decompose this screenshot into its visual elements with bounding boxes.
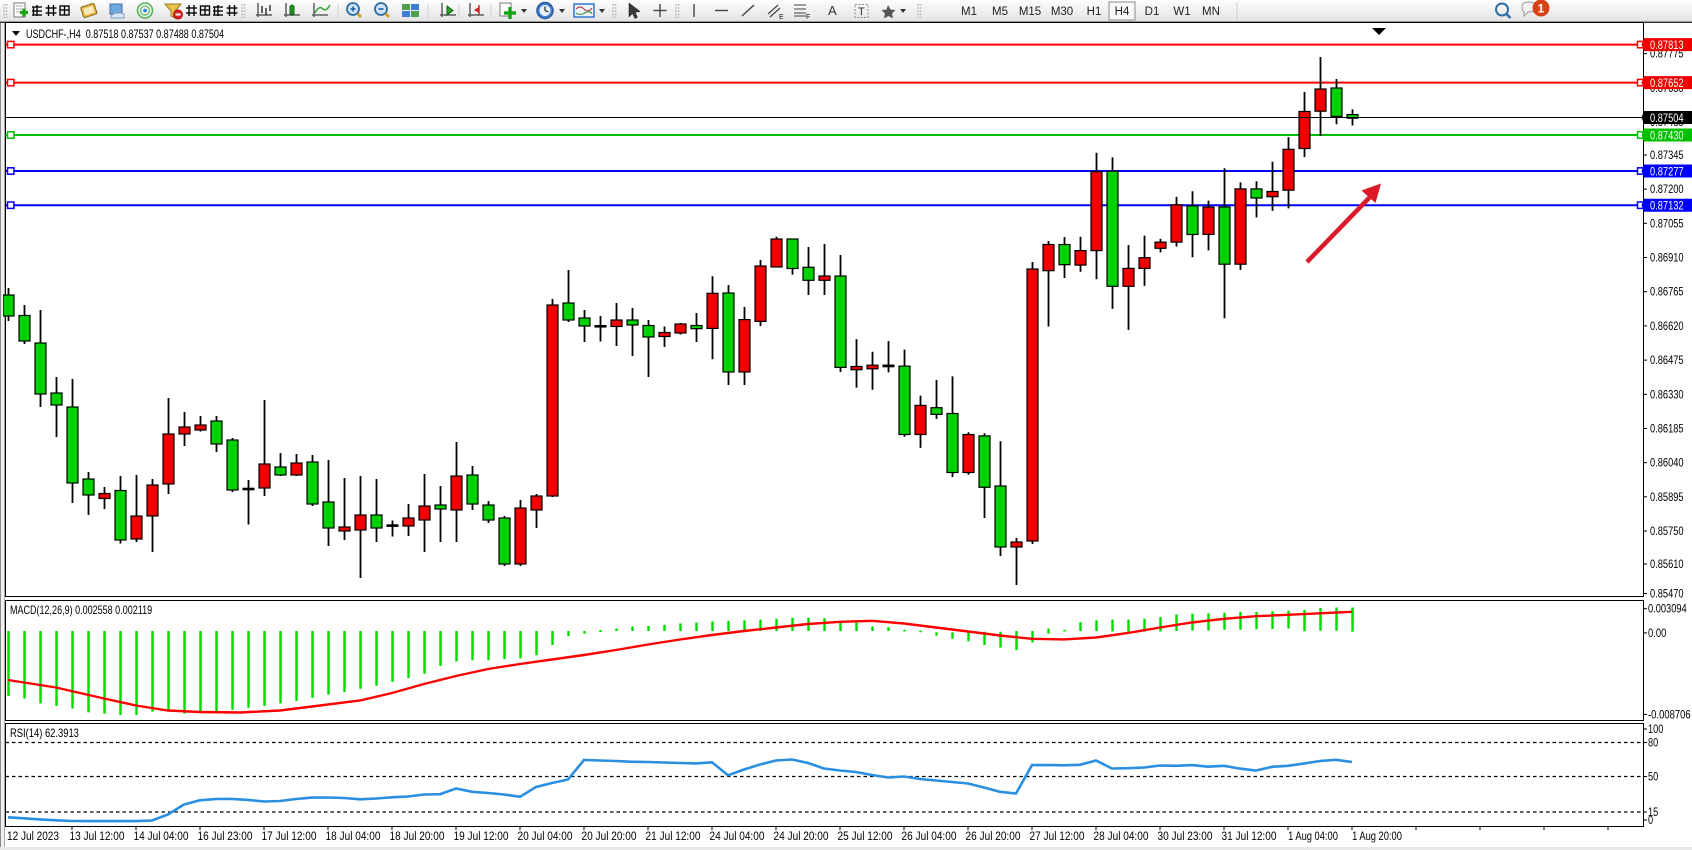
svg-text:1: 1 (1538, 2, 1545, 16)
svg-text:E: E (779, 14, 784, 21)
svg-text:W1: W1 (1173, 6, 1190, 18)
svg-text:-0.008706: -0.008706 (1648, 709, 1691, 721)
svg-text:21 Jul 12:00: 21 Jul 12:00 (646, 831, 701, 843)
svg-text:0.86040: 0.86040 (1650, 458, 1684, 470)
svg-text:0.85895: 0.85895 (1650, 492, 1684, 504)
svg-text:0.86910: 0.86910 (1650, 253, 1684, 265)
svg-text:MN: MN (1202, 6, 1220, 18)
svg-text:A: A (828, 3, 837, 18)
svg-text:D1: D1 (1145, 6, 1160, 18)
svg-text:0.87200: 0.87200 (1650, 184, 1684, 196)
svg-text:12 Jul 2023: 12 Jul 2023 (7, 831, 59, 843)
svg-text:14 Jul 04:00: 14 Jul 04:00 (134, 831, 189, 843)
svg-text:M5: M5 (992, 6, 1008, 18)
svg-text:17 Jul 12:00: 17 Jul 12:00 (262, 831, 317, 843)
svg-text:100: 100 (1648, 724, 1663, 736)
svg-text:0.86330: 0.86330 (1650, 389, 1684, 401)
svg-text:24 Jul 04:00: 24 Jul 04:00 (710, 831, 765, 843)
svg-text:25 Jul 12:00: 25 Jul 12:00 (838, 831, 893, 843)
svg-text:0.87132: 0.87132 (1650, 201, 1684, 213)
svg-text:50: 50 (1648, 772, 1658, 784)
svg-text:0.87652: 0.87652 (1650, 78, 1684, 90)
svg-text:RSI(14) 62.3913: RSI(14) 62.3913 (10, 726, 79, 740)
svg-text:0.87504: 0.87504 (1650, 113, 1684, 125)
svg-text:M30: M30 (1051, 6, 1073, 18)
svg-text:F: F (806, 14, 810, 21)
svg-text:19 Jul 12:00: 19 Jul 12:00 (454, 831, 509, 843)
svg-text:H1: H1 (1087, 6, 1102, 18)
svg-text:18 Jul 04:00: 18 Jul 04:00 (326, 831, 381, 843)
svg-text:0.87430: 0.87430 (1650, 131, 1684, 143)
svg-text:20 Jul 20:00: 20 Jul 20:00 (582, 831, 637, 843)
svg-text:80: 80 (1648, 738, 1658, 750)
svg-text:0.87055: 0.87055 (1650, 218, 1684, 230)
svg-text:0.86185: 0.86185 (1650, 424, 1684, 436)
svg-text:0: 0 (1648, 815, 1653, 827)
svg-text:0.87813: 0.87813 (1650, 40, 1684, 52)
svg-text:27 Jul 12:00: 27 Jul 12:00 (1030, 831, 1085, 843)
svg-text:0.00: 0.00 (1648, 628, 1666, 640)
svg-text:H4: H4 (1115, 6, 1130, 18)
svg-text:0.85470: 0.85470 (1650, 589, 1684, 601)
svg-text:15: 15 (1648, 807, 1658, 819)
svg-text:0.87345: 0.87345 (1650, 150, 1684, 162)
svg-text:0.86620: 0.86620 (1650, 321, 1684, 333)
svg-text:20 Jul 04:00: 20 Jul 04:00 (518, 831, 573, 843)
svg-text:0.86475: 0.86475 (1650, 355, 1684, 367)
svg-text:0.86765: 0.86765 (1650, 287, 1684, 299)
svg-text:0.87277: 0.87277 (1650, 167, 1684, 179)
svg-text:1 Aug 04:00: 1 Aug 04:00 (1288, 831, 1338, 843)
svg-text:USDCHF-,H4 0.87518 0.87537 0.: USDCHF-,H4 0.87518 0.87537 0.87488 0.875… (26, 27, 224, 41)
svg-text:0.87775: 0.87775 (1650, 49, 1684, 61)
svg-text:26 Jul 20:00: 26 Jul 20:00 (966, 831, 1021, 843)
svg-text:0.85610: 0.85610 (1650, 559, 1684, 571)
svg-text:M15: M15 (1019, 6, 1041, 18)
svg-text:T: T (858, 6, 865, 18)
svg-text:30 Jul 23:00: 30 Jul 23:00 (1158, 831, 1213, 843)
svg-text:13 Jul 12:00: 13 Jul 12:00 (70, 831, 125, 843)
svg-text:16 Jul 23:00: 16 Jul 23:00 (198, 831, 253, 843)
svg-text:1 Aug 20:00: 1 Aug 20:00 (1352, 831, 1402, 843)
svg-text:M1: M1 (961, 6, 977, 18)
svg-text:31 Jul 12:00: 31 Jul 12:00 (1222, 831, 1277, 843)
svg-text:28 Jul 04:00: 28 Jul 04:00 (1094, 831, 1149, 843)
svg-text:0.85750: 0.85750 (1650, 526, 1684, 538)
svg-text:24 Jul 20:00: 24 Jul 20:00 (774, 831, 829, 843)
svg-text:26 Jul 04:00: 26 Jul 04:00 (902, 831, 957, 843)
svg-text:18 Jul 20:00: 18 Jul 20:00 (390, 831, 445, 843)
svg-text:MACD(12,26,9) 0.002558 0.00211: MACD(12,26,9) 0.002558 0.002119 (10, 603, 152, 617)
svg-text:0.003094: 0.003094 (1648, 604, 1687, 616)
